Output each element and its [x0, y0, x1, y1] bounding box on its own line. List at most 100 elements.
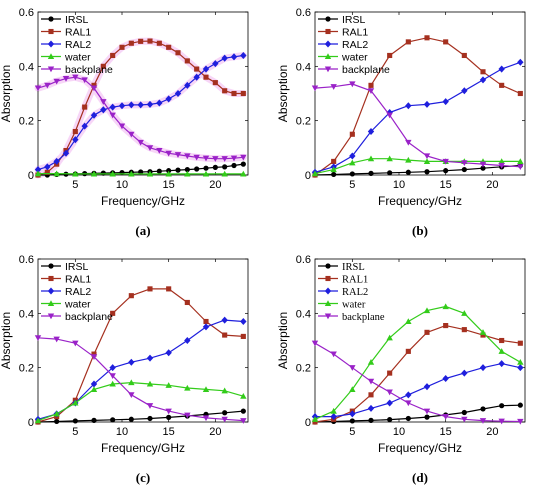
- data-point-water: [367, 359, 375, 365]
- legend-marker-ral1: [325, 275, 331, 282]
- data-point-ral2: [479, 76, 487, 84]
- data-point-ral2: [184, 336, 191, 345]
- data-point-water: [221, 387, 228, 394]
- plot-area-frame: [314, 258, 526, 423]
- y-tick-label: 0.6: [19, 7, 34, 19]
- legend-marker-water: [324, 300, 332, 307]
- y-tick-label: 0.4: [19, 61, 34, 73]
- data-point-backplane: [386, 112, 393, 119]
- legend-entry-ral2: RAL2: [65, 39, 91, 51]
- data-point-ral2: [184, 81, 191, 89]
- data-point-ral2: [109, 364, 116, 372]
- data-point-water: [109, 170, 116, 177]
- data-point-backplane: [90, 85, 98, 92]
- data-point-irsl: [128, 416, 134, 422]
- data-point-irsl: [387, 416, 393, 423]
- data-point-water: [386, 334, 393, 341]
- data-point-backplane: [128, 392, 135, 399]
- data-point-ral1: [443, 39, 449, 45]
- data-point-ral1: [147, 286, 153, 292]
- data-point-irsl: [166, 168, 172, 174]
- data-point-water: [423, 307, 431, 314]
- y-axis-label: Absorption: [0, 312, 13, 369]
- data-point-water: [72, 170, 79, 177]
- data-point-irsl: [166, 414, 172, 420]
- data-point-backplane: [517, 418, 524, 425]
- data-point-water: [442, 303, 449, 310]
- data-point-ral1: [368, 82, 374, 88]
- data-point-irsl: [499, 403, 505, 409]
- data-point-backplane: [240, 154, 247, 161]
- data-point-ral2: [479, 364, 487, 372]
- legend-marker-ral1: [325, 28, 331, 35]
- data-point-irsl: [349, 171, 355, 177]
- data-point-ral2: [118, 102, 126, 110]
- data-point-backplane: [165, 150, 172, 157]
- data-point-irsl: [222, 410, 228, 416]
- x-tick-label: 5: [349, 426, 355, 438]
- data-point-ral1: [461, 52, 467, 59]
- data-point-ral2: [90, 380, 98, 388]
- legend-marker-ral2: [47, 40, 55, 48]
- data-point-ral1: [240, 333, 246, 339]
- data-point-water: [146, 380, 154, 387]
- legend-entry-irsl: IRSL: [342, 14, 366, 26]
- x-tick-label: 20: [486, 426, 498, 438]
- data-point-water: [72, 399, 79, 406]
- data-point-irsl: [368, 417, 374, 423]
- y-tick-label: 0.4: [296, 61, 311, 73]
- chart-panel-3: 5 10 15 20 0 0.2 0.4 0.6 Frequency/GHz Absorption…: [0, 254, 249, 485]
- data-point-backplane: [221, 416, 228, 423]
- data-point-irsl: [405, 169, 411, 175]
- data-point-ral2: [349, 410, 356, 418]
- data-point-irsl: [480, 165, 486, 171]
- data-point-backplane: [442, 414, 449, 420]
- legend-entry-ral1: RAL1: [65, 27, 91, 39]
- data-point-backplane: [81, 77, 88, 84]
- data-point-ral1: [222, 88, 228, 94]
- data-point-backplane: [442, 158, 449, 165]
- series-ral2: [34, 51, 247, 174]
- data-point-ral2: [193, 73, 200, 81]
- data-point-water: [330, 166, 337, 173]
- legend-entry-ral1: RAL1: [342, 27, 368, 39]
- y-tick-label: 0.6: [296, 254, 311, 266]
- data-point-backplane: [202, 415, 210, 422]
- data-point-backplane: [461, 160, 468, 166]
- data-point-ral2: [349, 152, 356, 160]
- x-axis-label: Frequency/GHz: [378, 441, 462, 455]
- data-point-backplane: [517, 164, 524, 171]
- data-point-backplane: [330, 351, 337, 358]
- legend-marker-ral2: [47, 287, 55, 295]
- data-point-ral2: [62, 149, 70, 157]
- x-tick-label: 20: [209, 426, 221, 438]
- data-point-water: [34, 417, 42, 424]
- data-point-ral1: [517, 340, 523, 346]
- data-point-ral2: [44, 163, 51, 171]
- plot-area-frame: [314, 11, 526, 176]
- data-point-backplane: [202, 155, 210, 162]
- data-point-backplane: [498, 418, 505, 425]
- data-point-backplane: [174, 152, 182, 158]
- data-point-backplane: [311, 85, 319, 92]
- series-line-backplane: [37, 337, 244, 422]
- data-point-ral1: [231, 90, 237, 97]
- data-point-ral1: [128, 40, 134, 46]
- data-point-water: [386, 155, 393, 162]
- legend-marker-ral1: [48, 28, 54, 35]
- data-point-water: [53, 170, 60, 177]
- data-point-ral2: [165, 349, 172, 357]
- data-point-irsl: [156, 168, 162, 174]
- data-point-backplane: [53, 336, 60, 343]
- data-point-ral1: [368, 392, 374, 398]
- data-point-backplane: [53, 78, 60, 85]
- data-point-ral2: [423, 100, 431, 108]
- data-point-backplane: [109, 373, 116, 380]
- data-point-ral1: [212, 80, 218, 86]
- legend-marker-water: [47, 53, 55, 60]
- data-point-irsl: [147, 415, 153, 422]
- data-point-irsl: [240, 161, 246, 167]
